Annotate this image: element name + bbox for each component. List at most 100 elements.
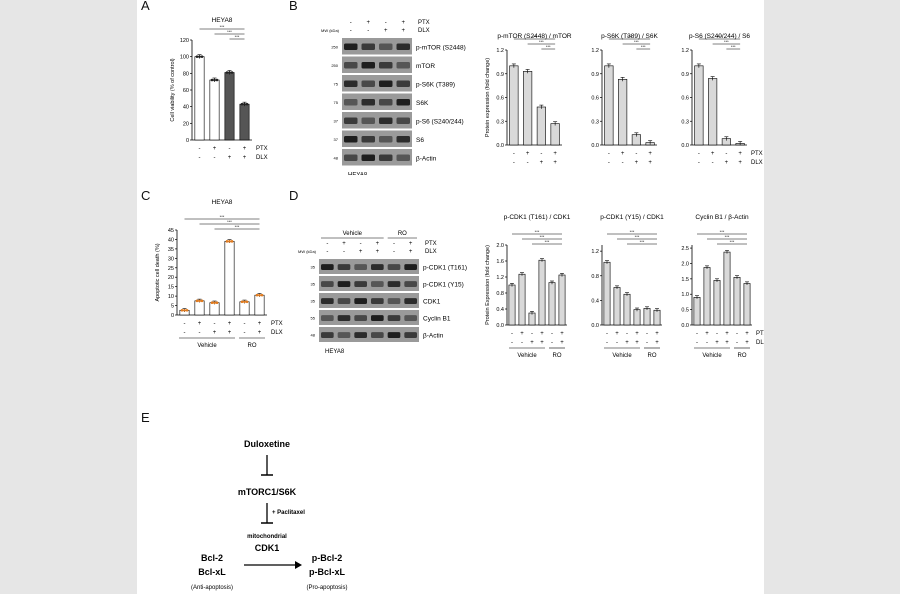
dlx-sign: + [530,340,534,346]
sig-label: *** [535,229,540,234]
data-point [213,301,216,305]
ptx-sign: - [244,321,246,327]
y-tick-label: 1.2 [496,48,504,54]
y-tick-label: 20 [183,121,189,127]
dlx-sign: - [326,249,328,255]
mw-value: 75 [334,100,339,105]
dlx-sign: + [376,249,380,255]
bar [603,261,611,326]
blot-band [354,315,367,322]
dlx-label: DLX [756,340,764,346]
blot-band [344,117,358,125]
mw-value: 35 [311,282,316,287]
dlx-sign: - [184,330,186,336]
blot-band [321,264,334,271]
data-point [183,308,186,312]
data-point [225,71,229,74]
blot-band [387,315,401,322]
duloxetine-node: Duloxetine [244,439,290,449]
mw-value: 48 [311,333,316,338]
y-tick-label: 0.3 [591,119,599,125]
blot-strip [342,130,412,147]
y-tick-label: 0.9 [681,72,689,78]
ptx-sign: - [635,151,637,157]
chart-title: HEYA8 [212,17,233,24]
dlx-sign: + [625,340,629,346]
sig-label: *** [532,34,537,39]
panel-letter-b: B [289,0,298,13]
dlx-sign: + [648,160,652,166]
data-point [200,299,204,303]
blot-band [379,43,393,51]
y-tick-label: 2.0 [681,261,689,267]
bar [693,297,701,326]
ptx-sign: + [243,146,247,152]
y-tick-label: 1.5 [681,277,689,283]
blot-band [361,43,375,51]
ptx-sign: - [725,151,727,157]
blot-band [354,332,367,339]
bar [194,300,205,316]
y-tick-label: 5 [171,304,174,310]
dlx-sign: + [553,160,557,166]
sig-label: *** [540,234,545,239]
bar [528,312,536,326]
sig-label: *** [641,44,646,49]
y-tick-label: 0.0 [591,143,599,149]
blot-band [344,80,358,88]
cdk1-node: CDK1 [255,543,280,553]
sig-label: *** [235,34,240,39]
data-point [200,55,204,58]
data-point [243,102,246,106]
dlx-sign: - [706,340,708,346]
y-tick-label: 1.6 [496,259,504,265]
y-tick-label: 0.5 [681,308,689,314]
blot-band-label: p-S6 (S240/244) [416,118,464,125]
mw-label: MW (kDa) [298,249,317,254]
panel-a-chart: HEYA8 0 20 40 60 80 100 120 Cell viability (% of… [170,17,268,161]
dlx-sign: + [655,340,659,346]
panel-b-blot: - + - + - - + + PTX DLX MW (kDa) 250 p-mTOR (S2448) 2… [321,20,466,175]
bar [239,103,250,141]
dlx-sign: + [635,160,639,166]
y-tick-label: 1.0 [681,292,689,298]
data-point [240,300,244,304]
ptx-sign: - [326,241,328,247]
blot-band-label: mTOR [416,63,435,70]
chart-b-3: p-S6 (S240/244) / S6 0.0 0.3 0.6 0.9 1.2 - - + - -… [681,33,762,166]
blot-band [404,264,417,271]
group-label-vehicle: Vehicle [612,353,632,359]
mw-value: 37 [334,137,339,142]
figure-page: A HEYA8 0 20 40 60 80 100 120 Cell viability (% … [137,0,764,594]
data-point [230,240,234,243]
data-point [210,301,214,305]
y-tick-label: 40 [183,105,189,111]
bar [613,287,621,326]
bar [604,65,614,146]
blot-band [379,117,393,125]
pro-apoptosis-label: (Pro-apoptosis) [306,585,347,591]
y-tick-label: 0.8 [496,291,504,297]
blot-band [404,332,417,339]
sig-label: *** [220,214,225,219]
ptx-sign: - [531,331,533,337]
group-label-vehicle: Vehicle [343,231,363,237]
ptx-sign: - [540,151,542,157]
dlx-sign: - [244,330,246,336]
ptx-sign: - [698,151,700,157]
y-tick-label: 0.0 [681,143,689,149]
blot-band [371,315,384,322]
blot-band [354,281,367,288]
ptx-sign: - [229,146,231,152]
blot-band [379,154,393,162]
y-tick-label: 20 [168,275,174,281]
dlx-sign: + [243,155,247,161]
bar [550,123,560,146]
blot-band [354,264,367,271]
panel-c-chart: HEYA8 0 5 10 15 20 25 30 35 40 45 Apoptotic cell de… [155,199,283,349]
ptx-sign: + [228,321,232,327]
blot-band [371,281,384,288]
dlx-label: DLX [418,28,430,34]
dlx-sign: - [343,249,345,255]
blot-band [361,99,375,106]
